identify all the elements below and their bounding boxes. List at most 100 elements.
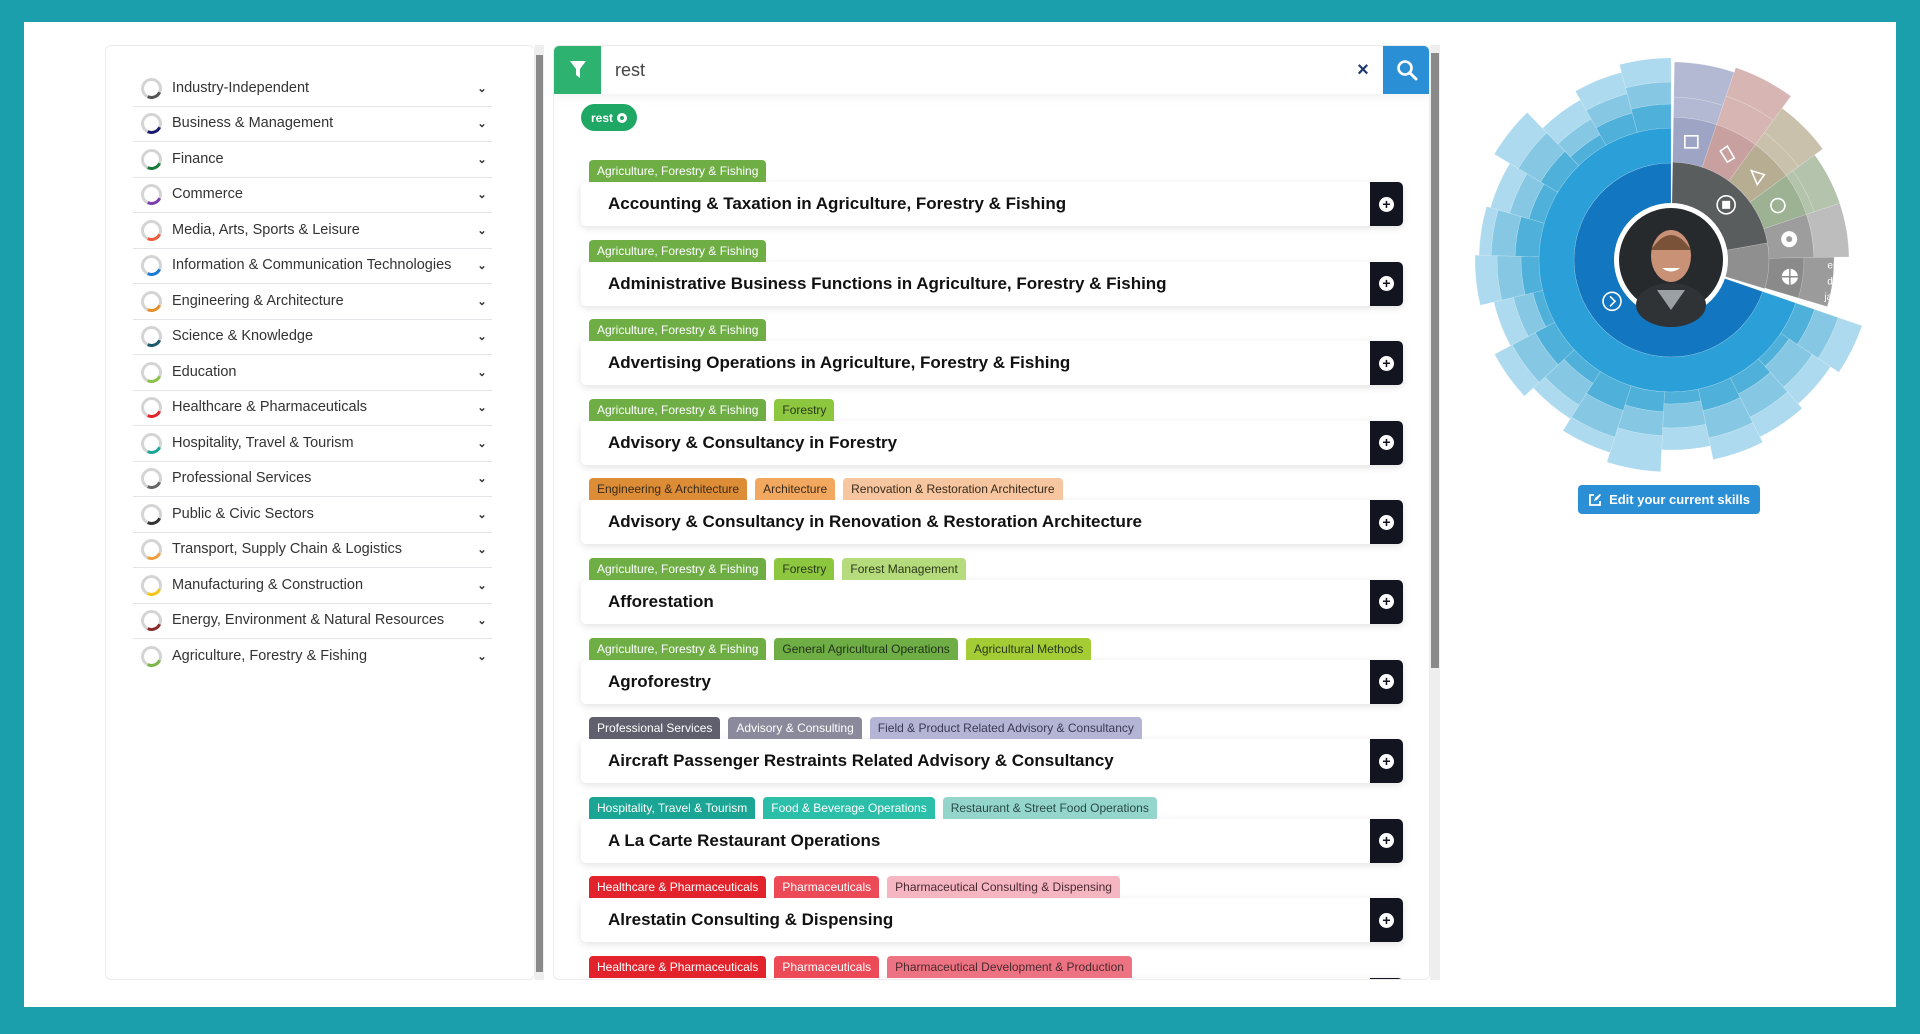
add-skill-button[interactable]: + [1370,261,1403,306]
category-tag[interactable]: Agriculture, Forestry & Fishing [589,319,767,342]
result-card[interactable]: A La Carte Restaurant Operations + [581,818,1403,863]
add-skill-button[interactable]: + [1370,420,1403,465]
chevron-down-icon[interactable]: ⌄ [477,153,487,166]
sidebar-item[interactable]: Industry-Independent ⌄ [133,71,492,107]
result-card[interactable]: Accounting & Taxation in Agriculture, Fo… [581,182,1403,226]
skill-segment[interactable] [1619,57,1672,89]
skill-segment[interactable] [1792,154,1841,213]
search-button[interactable] [1383,46,1429,94]
chevron-down-icon[interactable]: ⌄ [477,118,487,131]
edit-skills-button[interactable]: Edit your current skills [1578,485,1760,514]
skill-segment[interactable] [1755,132,1799,176]
sidebar-item[interactable]: Engineering & Architecture ⌄ [133,284,492,320]
skill-segment[interactable] [1625,81,1672,110]
chevron-down-icon[interactable]: ⌄ [477,260,487,273]
filter-button[interactable] [554,46,601,94]
skill-segment[interactable] [1673,61,1735,106]
category-tag[interactable]: Pharmaceutical Consulting & Dispensing [887,876,1120,899]
category-tag[interactable]: Professional Services [589,717,721,740]
category-tag[interactable]: Forestry [774,398,835,421]
skill-segment[interactable] [1663,388,1702,405]
add-skill-button[interactable]: + [1370,977,1403,979]
sidebar-item[interactable]: Media, Arts, Sports & Leisure ⌄ [133,213,492,249]
skill-segment[interactable] [1780,302,1816,345]
category-tag[interactable]: Advisory & Consulting [728,717,862,740]
add-skill-button[interactable]: + [1370,579,1403,624]
category-tag[interactable]: Healthcare & Pharmaceuticals [589,955,767,978]
skill-segment[interactable] [1798,256,1835,307]
category-tag[interactable]: Forestry [774,557,835,580]
skill-segment[interactable] [1796,309,1839,359]
clear-search-button[interactable]: × [1357,58,1369,81]
sidebar-item[interactable]: Hospitality, Travel & Tourism ⌄ [133,426,492,462]
chevron-down-icon[interactable]: ⌄ [477,402,487,415]
category-tag[interactable]: Agricultural Methods [965,637,1092,660]
category-tag[interactable]: Architecture [755,478,836,501]
skill-segment[interactable] [1738,371,1788,418]
skill-segment[interactable] [1806,202,1850,258]
result-card[interactable]: Advertising Operations in Agriculture, F… [581,341,1403,386]
category-tag[interactable]: Hospitality, Travel & Tourism [589,796,756,819]
chevron-down-icon[interactable]: ⌄ [477,544,487,557]
sidebar-item[interactable]: Manufacturing & Construction ⌄ [133,568,492,604]
sidebar-item[interactable]: Energy, Environment & Natural Resources ⌄ [133,604,492,639]
skill-segment[interactable] [1672,116,1717,168]
category-tag[interactable]: Restaurant & Street Food Operations [942,796,1157,819]
skill-segment[interactable] [1513,292,1547,337]
sidebar-scrollbar[interactable] [535,45,544,980]
search-input[interactable] [601,46,1343,94]
skill-segment[interactable] [1493,297,1529,347]
add-skill-button[interactable]: + [1370,739,1403,784]
skill-segment[interactable] [1496,255,1526,301]
skill-segment[interactable] [1673,96,1724,125]
result-card[interactable]: Alrestatin Consulting & Dispensing + [581,898,1403,943]
results-scrollbar[interactable] [1430,45,1440,980]
skill-segment[interactable] [1662,400,1707,429]
result-card[interactable]: Agroforestry + [581,659,1403,704]
sidebar-item[interactable]: Information & Communication Technologies… [133,249,492,284]
search-term-chip[interactable]: rest [581,104,638,131]
category-tag[interactable]: Agriculture, Forestry & Fishing [589,637,767,660]
category-tag[interactable]: Agriculture, Forestry & Fishing [589,239,767,262]
skill-segment[interactable] [1538,127,1797,393]
category-tag[interactable]: Pharmaceutical Development & Production [887,955,1132,978]
result-card[interactable]: Administrative Business Functions in Agr… [581,261,1403,306]
skill-segment[interactable] [1517,132,1566,183]
sidebar-item[interactable]: Healthcare & Pharmaceuticals ⌄ [133,391,492,426]
category-tag[interactable]: Agriculture, Forestry & Fishing [589,398,767,421]
category-tag[interactable]: Engineering & Architecture [589,478,748,501]
add-skill-button[interactable]: + [1370,500,1403,545]
add-skill-button[interactable]: + [1370,659,1403,704]
category-tag[interactable]: Food & Beverage Operations [763,796,935,819]
result-card[interactable]: + [581,977,1403,979]
remove-chip-icon[interactable] [617,112,628,123]
category-tag[interactable]: General Agricultural Operations [774,637,958,660]
skill-segment[interactable] [1478,206,1499,256]
chevron-down-icon[interactable]: ⌄ [477,366,487,379]
chevron-down-icon[interactable]: ⌄ [477,579,487,592]
skill-segment[interactable] [1661,424,1711,451]
category-tag[interactable]: Pharmaceuticals [774,955,880,978]
chevron-down-icon[interactable]: ⌄ [477,615,487,628]
skill-segment[interactable] [1490,209,1522,257]
skill-segment[interactable] [1520,255,1543,296]
skill-segment[interactable] [1697,377,1741,412]
skill-segment[interactable] [1511,332,1559,383]
sidebar-item[interactable]: Public & Civic Sectors ⌄ [133,497,492,533]
profile-avatar[interactable] [1614,203,1728,327]
skills-wheel[interactable]: eng dut jap [1450,40,1890,480]
skill-segment[interactable] [1595,112,1638,146]
skill-segment[interactable] [1624,385,1665,413]
add-skill-button[interactable]: + [1370,182,1403,226]
category-tag[interactable]: Field & Product Related Advisory & Consu… [869,717,1142,740]
chevron-down-icon[interactable]: ⌄ [477,473,487,486]
sidebar-item[interactable]: Professional Services ⌄ [133,462,492,497]
chevron-down-icon[interactable]: ⌄ [477,82,487,95]
category-tag[interactable]: Renovation & Restoration Architecture [843,478,1063,501]
chevron-down-icon[interactable]: ⌄ [477,224,487,237]
sidebar-item[interactable]: Commerce ⌄ [133,178,492,213]
sidebar-item[interactable]: Education ⌄ [133,355,492,391]
sidebar-item[interactable]: Business & Management ⌄ [133,107,492,142]
add-skill-button[interactable]: + [1370,898,1403,943]
skill-segment[interactable] [1783,354,1832,405]
